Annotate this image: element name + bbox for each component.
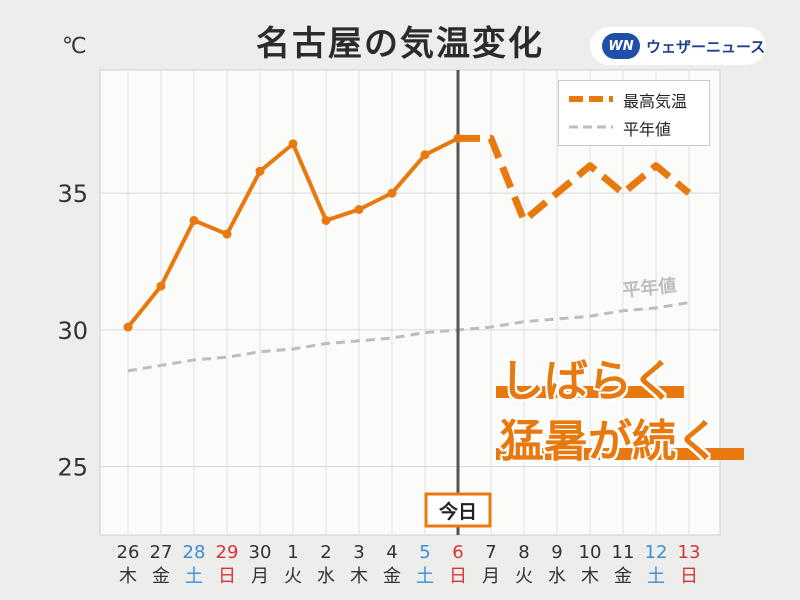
y-tick-label: 25 (57, 454, 88, 482)
y-tick-label: 35 (57, 180, 88, 208)
series-max-point (321, 215, 331, 225)
y-tick-label: 30 (57, 317, 88, 345)
series-max-point (189, 215, 199, 225)
x-tick-day: 13 (678, 542, 701, 563)
legend-normal-label: 平年値 (623, 120, 672, 139)
x-tick-weekday: 金 (614, 566, 632, 587)
x-tick-weekday: 月 (251, 566, 269, 587)
legend-max-label: 最高気温 (623, 92, 688, 111)
brand-badge: WN ウェザーニュース (590, 27, 766, 65)
series-max-point (156, 281, 166, 291)
x-tick-day: 29 (216, 542, 239, 563)
x-tick-day: 12 (645, 542, 668, 563)
x-tick-day: 8 (518, 542, 529, 563)
x-tick-weekday: 金 (152, 566, 170, 587)
x-tick-day: 6 (452, 542, 463, 563)
series-normal-line (127, 301, 690, 373)
annotation-line-1: しばらく (500, 356, 676, 407)
x-tick-weekday: 火 (515, 566, 533, 587)
annotation-line-2: 猛暑が続く (500, 416, 720, 467)
brand-logo-icon: WN (602, 33, 640, 59)
x-tick-day: 30 (249, 542, 272, 563)
unit-label: ℃ (62, 34, 87, 59)
series-max-point (123, 322, 133, 332)
series-max-point (354, 205, 364, 214)
x-tick-day: 27 (150, 542, 173, 563)
x-tick-day: 9 (551, 542, 562, 563)
annotation-underline-2 (496, 448, 744, 460)
series-max-forecast-line (458, 134, 692, 224)
annotation-underline-1 (496, 386, 684, 398)
series-max-point (288, 139, 298, 149)
x-tick-weekday: 日 (680, 566, 698, 587)
x-tick-weekday: 水 (548, 566, 566, 587)
x-tick-weekday: 土 (416, 566, 434, 587)
series-max-point (255, 166, 265, 176)
legend: 最高気温 平年値 (558, 80, 710, 146)
x-tick-day: 10 (579, 542, 602, 563)
x-tick-day: 5 (419, 542, 430, 563)
x-tick-weekday: 金 (383, 566, 401, 587)
x-tick-weekday: 木 (119, 566, 137, 587)
series-max-point (420, 150, 430, 160)
x-tick-weekday: 土 (647, 566, 665, 587)
series-max-point (387, 188, 397, 198)
x-tick-day: 28 (183, 542, 206, 563)
x-tick-day: 3 (353, 542, 364, 563)
x-tick-weekday: 木 (350, 566, 368, 587)
today-label: 今日 (438, 500, 477, 523)
series-max-point (453, 133, 463, 143)
x-tick-day: 11 (612, 542, 635, 563)
x-tick-day: 4 (386, 542, 397, 563)
x-tick-day: 26 (117, 542, 140, 563)
x-tick-weekday: 日 (218, 566, 236, 587)
x-tick-weekday: 月 (482, 566, 500, 587)
x-tick-weekday: 日 (449, 566, 467, 587)
series-max-point (222, 229, 232, 239)
x-tick-day: 1 (287, 542, 298, 563)
x-tick-weekday: 木 (581, 566, 599, 587)
x-tick-weekday: 火 (284, 566, 302, 587)
x-tick-weekday: 土 (185, 566, 203, 587)
brand-name: ウェザーニュース (646, 37, 766, 56)
today-label-box (424, 492, 492, 528)
x-tick-day: 7 (485, 542, 496, 563)
x-tick-day: 2 (320, 542, 331, 563)
x-tick-weekday: 水 (317, 566, 335, 587)
chart-title: 名古屋の気温変化 (256, 24, 544, 64)
